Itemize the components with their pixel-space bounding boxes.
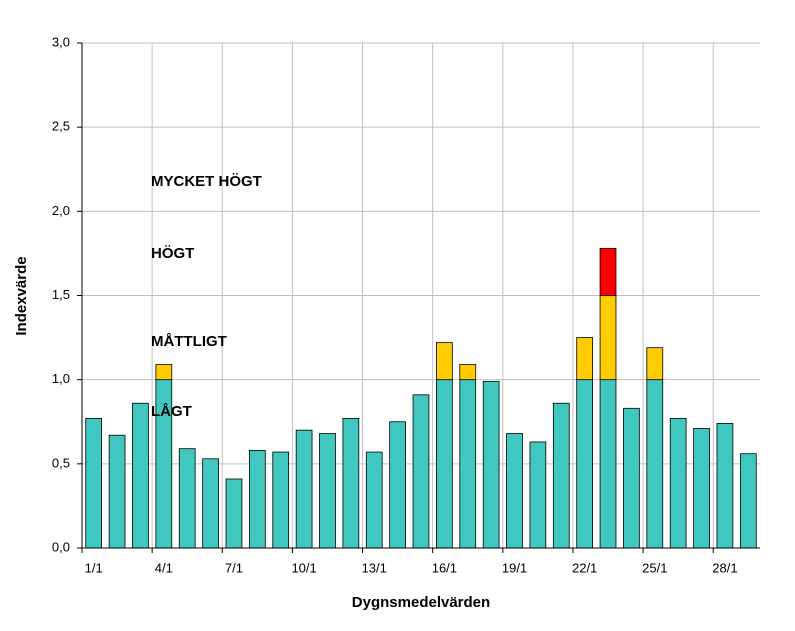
bar-segment (646, 347, 664, 381)
bar-segment (412, 394, 430, 549)
bar-segment (202, 458, 219, 549)
bar-segment (506, 433, 523, 549)
x-tick-label: 10/1 (291, 560, 316, 575)
bar-segment (646, 379, 664, 549)
bar-segment (599, 247, 617, 296)
level-label: HÖGT (151, 245, 194, 262)
bar-segment (669, 417, 687, 549)
x-tick-label: 19/1 (502, 560, 527, 575)
bar-segment (576, 337, 594, 381)
bar-segment (295, 429, 313, 549)
bar-segment (599, 379, 617, 549)
bar-segment (552, 402, 570, 549)
level-label: LÅGT (151, 403, 192, 420)
bar-segment (623, 407, 640, 549)
x-tick-label: 22/1 (572, 560, 597, 575)
bar-segment (319, 433, 336, 549)
x-axis-title: Dygnsmedelvärden (352, 594, 490, 611)
y-tick-label: 0,0 (52, 539, 70, 554)
bar-segment (529, 441, 547, 549)
bar-segment (693, 428, 710, 549)
level-label: MÅTTLIGT (151, 333, 227, 350)
x-tick-label: 28/1 (712, 560, 737, 575)
bar-segment (436, 379, 453, 549)
x-tick-label: 16/1 (432, 560, 457, 575)
bar-segment (132, 402, 149, 549)
y-tick-label: 2,5 (52, 119, 70, 134)
bar-segment (342, 417, 360, 549)
bar-segment (155, 364, 173, 381)
bar-segment (272, 451, 290, 549)
x-tick-label: 4/1 (155, 560, 173, 575)
bar-segment (459, 379, 477, 549)
bar-segment (225, 478, 243, 549)
x-tick-label: 7/1 (225, 560, 243, 575)
y-tick-label: 2,0 (52, 203, 70, 218)
bar-segment (178, 448, 196, 549)
bar-segment (482, 380, 500, 549)
bar-segment (739, 453, 757, 549)
bar-segment (108, 434, 126, 549)
y-tick-label: 1,5 (52, 287, 70, 302)
bar-segment (365, 451, 383, 549)
x-tick-label: 13/1 (362, 560, 387, 575)
level-label: MYCKET HÖGT (151, 173, 262, 190)
bar-segment (599, 295, 617, 381)
x-tick-label: 1/1 (85, 560, 103, 575)
bar-segment (716, 423, 734, 549)
y-tick-label: 3,0 (52, 34, 70, 49)
y-axis-title: Indexvärde (13, 256, 30, 335)
y-tick-label: 1,0 (52, 371, 70, 386)
bar-segment (576, 379, 594, 549)
x-tick-label: 25/1 (642, 560, 667, 575)
bar-segment (436, 342, 453, 381)
y-tick-label: 0,5 (52, 455, 70, 470)
bar-segment (389, 421, 406, 549)
bar-segment (248, 449, 266, 549)
bar-segment (459, 364, 477, 381)
bar-segment (85, 417, 103, 549)
